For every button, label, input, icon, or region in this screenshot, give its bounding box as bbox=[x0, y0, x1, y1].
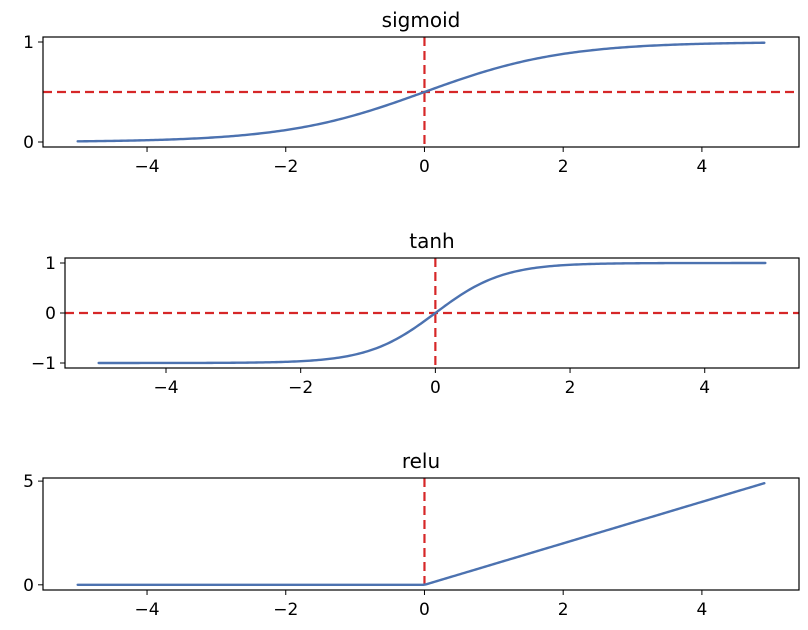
plot-area bbox=[65, 258, 799, 368]
x-tick-label: 2 bbox=[558, 157, 569, 177]
x-tick-label: 0 bbox=[419, 157, 430, 177]
x-tick-label: 2 bbox=[565, 378, 576, 398]
x-tick-label: −4 bbox=[135, 157, 160, 177]
plot-area bbox=[43, 37, 799, 147]
tanh-panel: tanh −4 −2 0 2 4 −1 0 1 bbox=[31, 229, 800, 398]
axes-frame bbox=[42, 477, 800, 591]
y-tick-label: 1 bbox=[45, 254, 56, 274]
sigmoid-panel: sigmoid −4 −2 0 2 4 0 1 bbox=[23, 8, 800, 177]
y-tick-label: 5 bbox=[23, 472, 34, 492]
x-tick-label: 4 bbox=[699, 378, 710, 398]
y-tick-label: 0 bbox=[23, 576, 34, 596]
x-tick-label: −4 bbox=[153, 378, 178, 398]
x-tick-label: −4 bbox=[135, 600, 160, 620]
y-tick-label: 0 bbox=[23, 133, 34, 153]
plot-area bbox=[76, 478, 766, 590]
x-tick-label: 0 bbox=[419, 600, 430, 620]
x-tick-label: 4 bbox=[696, 157, 707, 177]
x-tick-label: −2 bbox=[288, 378, 313, 398]
x-tick-label: 0 bbox=[430, 378, 441, 398]
panel-title: sigmoid bbox=[382, 8, 461, 32]
sigmoid-curve bbox=[76, 41, 766, 143]
panel-title: tanh bbox=[409, 229, 454, 253]
x-tick-label: −2 bbox=[273, 157, 298, 177]
axes-frame bbox=[42, 36, 800, 148]
relu-panel: relu −4 −2 0 2 4 0 5 bbox=[23, 449, 800, 620]
x-tick-label: 2 bbox=[558, 600, 569, 620]
tanh-curve bbox=[97, 261, 767, 365]
y-tick-label: 1 bbox=[23, 33, 34, 53]
x-tick-label: 4 bbox=[696, 600, 707, 620]
y-tick-label: 0 bbox=[45, 304, 56, 324]
relu-curve bbox=[76, 481, 766, 587]
panel-title: relu bbox=[402, 449, 440, 473]
x-tick-label: −2 bbox=[273, 600, 298, 620]
y-tick-label: −1 bbox=[31, 354, 56, 374]
